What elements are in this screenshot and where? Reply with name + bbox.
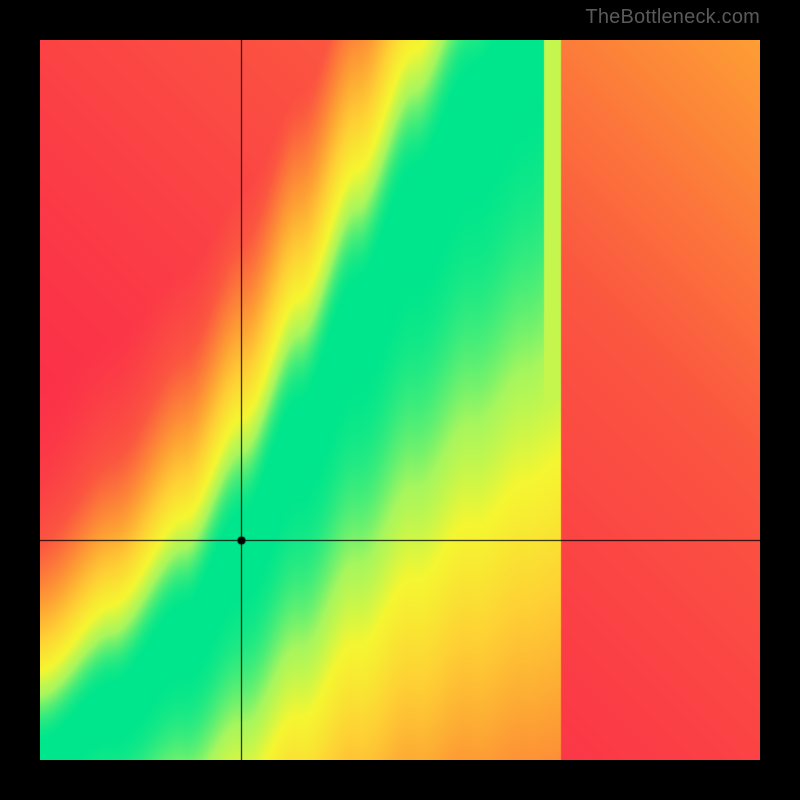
bottleneck-heatmap bbox=[40, 40, 760, 760]
watermark-text: TheBottleneck.com bbox=[585, 6, 760, 29]
